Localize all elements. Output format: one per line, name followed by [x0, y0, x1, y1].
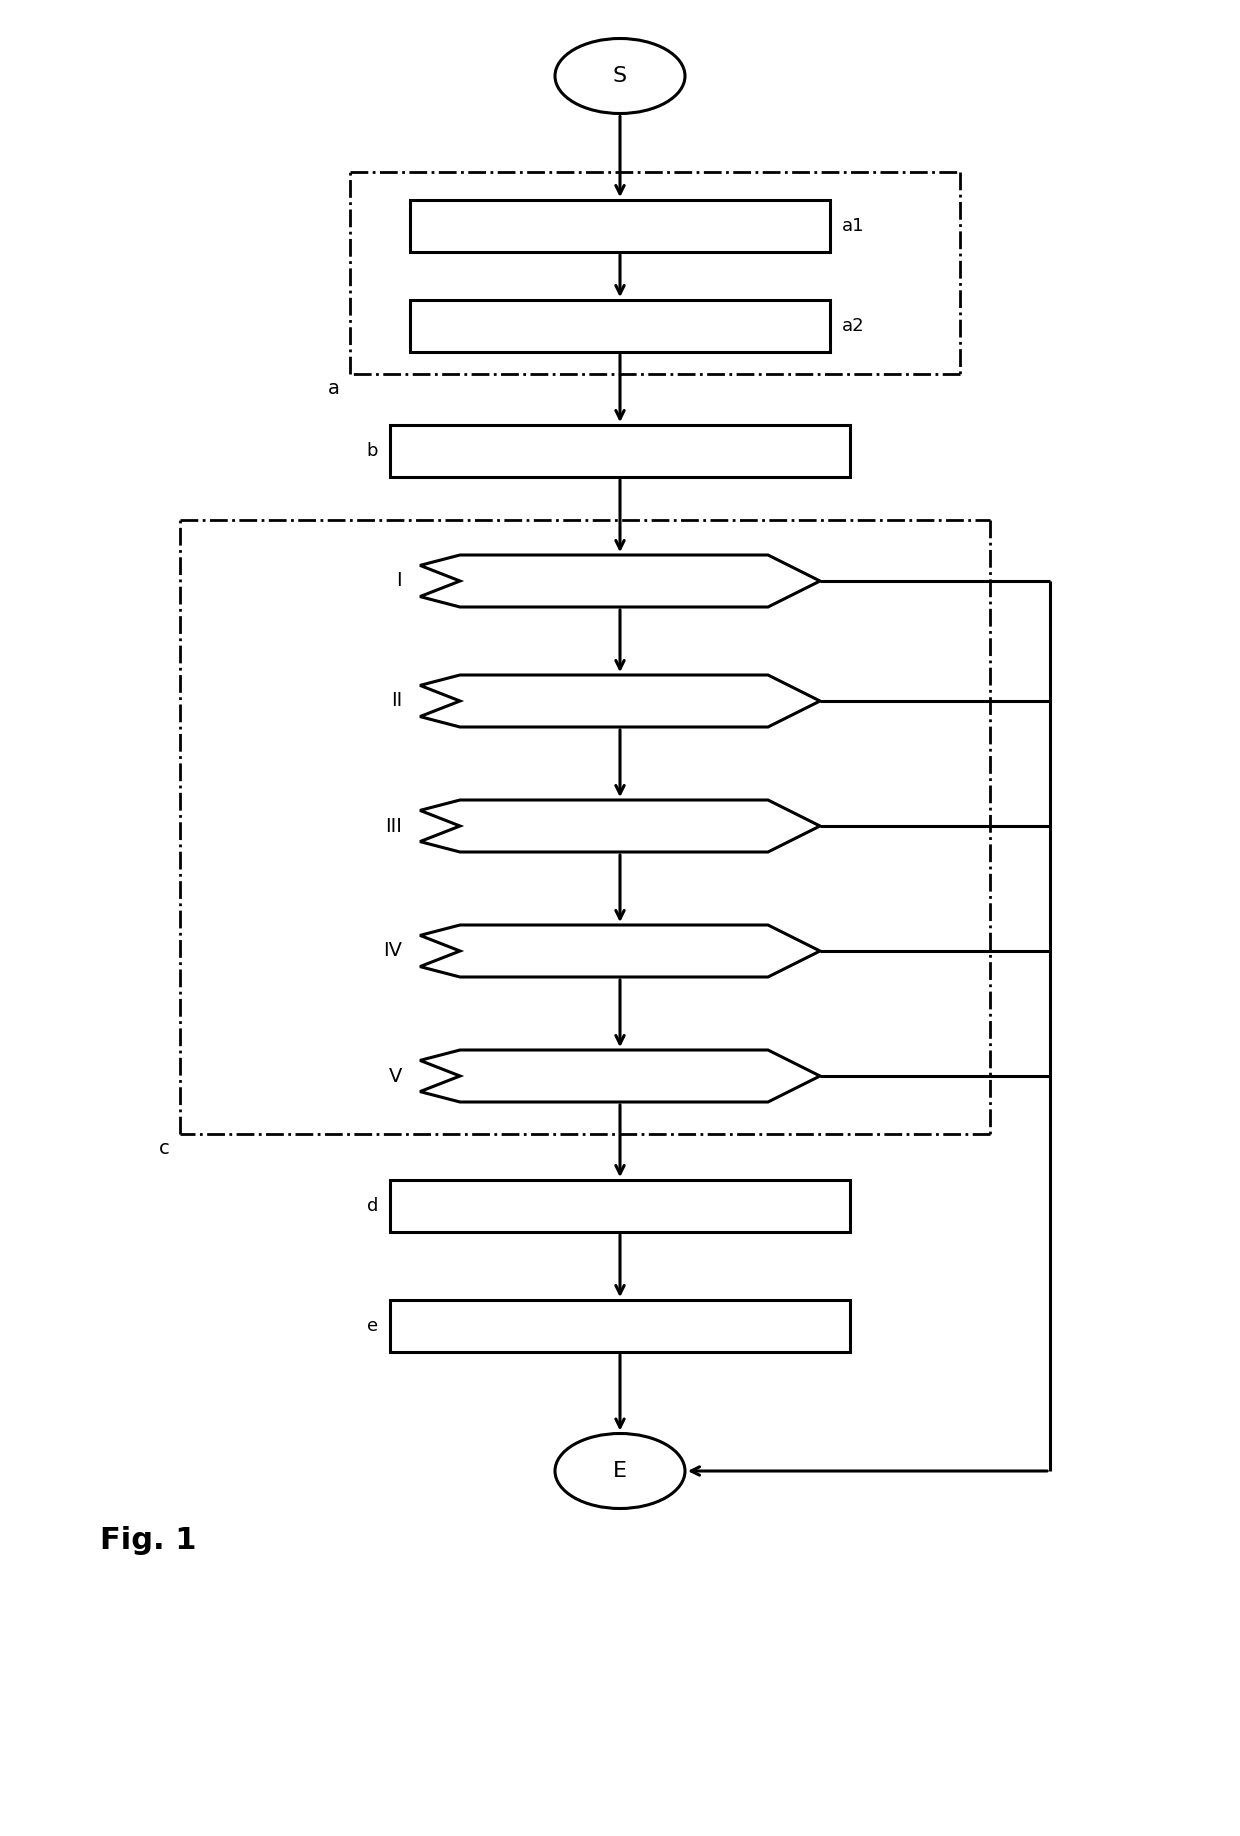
Text: a1: a1	[842, 217, 864, 235]
Text: I: I	[397, 571, 402, 591]
Text: b: b	[367, 442, 378, 461]
Bar	[391, 1300, 849, 1351]
Ellipse shape	[556, 39, 684, 114]
Bar	[410, 299, 830, 353]
Polygon shape	[420, 676, 820, 727]
Bar	[410, 200, 830, 252]
Text: Fig. 1: Fig. 1	[100, 1526, 196, 1555]
Polygon shape	[420, 800, 820, 852]
Text: V: V	[388, 1067, 402, 1085]
Text: e: e	[367, 1316, 378, 1335]
Text: II: II	[391, 692, 402, 711]
Text: IV: IV	[383, 942, 402, 960]
Polygon shape	[420, 925, 820, 977]
Polygon shape	[420, 1050, 820, 1102]
Ellipse shape	[556, 1434, 684, 1509]
Text: S: S	[613, 66, 627, 86]
Bar	[391, 1181, 849, 1232]
Bar	[391, 424, 849, 477]
Text: E: E	[613, 1461, 627, 1482]
Polygon shape	[420, 554, 820, 608]
Text: c: c	[159, 1138, 170, 1159]
Text: a2: a2	[842, 318, 864, 334]
Text: a: a	[329, 378, 340, 398]
Text: d: d	[367, 1197, 378, 1215]
Text: III: III	[386, 817, 402, 835]
